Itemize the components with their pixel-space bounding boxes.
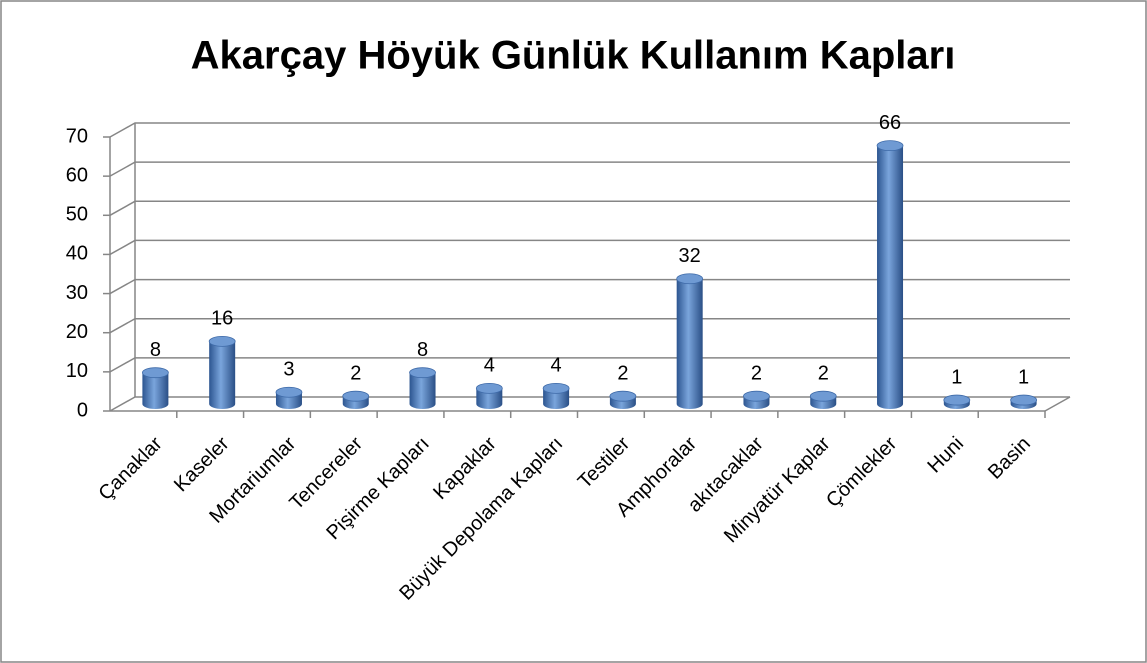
grid-line [109, 317, 1070, 334]
y-tick-label: 70 [66, 125, 88, 147]
bar-top [208, 335, 236, 347]
bar-top [609, 390, 637, 402]
bar [142, 372, 169, 409]
grid-line [109, 239, 1070, 256]
bar-top [141, 367, 169, 379]
chart-title: Akarçay Höyük Günlük Kullanım Kapları [191, 34, 956, 78]
y-tick-label: 10 [66, 360, 88, 382]
y-tick-label: 20 [66, 321, 88, 343]
bar [476, 388, 503, 409]
bar-top [943, 394, 971, 406]
grid-line [109, 122, 1070, 138]
y-tick-label: 50 [66, 204, 88, 226]
bar-top [1010, 394, 1038, 406]
data-label: 2 [350, 362, 361, 384]
data-label: 2 [751, 362, 762, 384]
grid-line [109, 161, 1070, 177]
data-label: 1 [1018, 366, 1029, 388]
bar-top [542, 382, 570, 394]
bar [209, 341, 236, 409]
bar-top [743, 390, 770, 402]
data-label: 66 [879, 112, 901, 134]
bar-top [809, 390, 837, 402]
bar [676, 278, 703, 409]
bar-top [876, 140, 904, 152]
y-tick-label: 60 [66, 164, 88, 186]
data-label: 8 [150, 339, 161, 361]
data-label: 32 [679, 245, 701, 267]
floor-edge [1044, 396, 1071, 412]
bar-top [475, 382, 503, 394]
data-label: 1 [951, 366, 962, 388]
data-label: 3 [283, 359, 294, 381]
bar-top [676, 273, 704, 285]
y-tick-label: 0 [77, 399, 88, 421]
bar-top [275, 386, 303, 398]
bar [409, 372, 436, 409]
data-label: 4 [484, 355, 495, 377]
bar [877, 145, 904, 409]
bar [543, 388, 570, 409]
bar-top [409, 367, 436, 379]
bar-top [342, 390, 370, 402]
grid-line [109, 278, 1070, 295]
data-label: 4 [551, 355, 562, 377]
data-label: 2 [617, 362, 628, 384]
grid-line [109, 200, 1070, 216]
y-tick-label: 30 [66, 282, 88, 304]
data-label: 8 [417, 339, 428, 361]
data-label: 16 [211, 308, 233, 330]
data-label: 2 [818, 362, 829, 384]
y-tick-label: 40 [66, 243, 88, 265]
grid-line [109, 357, 1070, 373]
